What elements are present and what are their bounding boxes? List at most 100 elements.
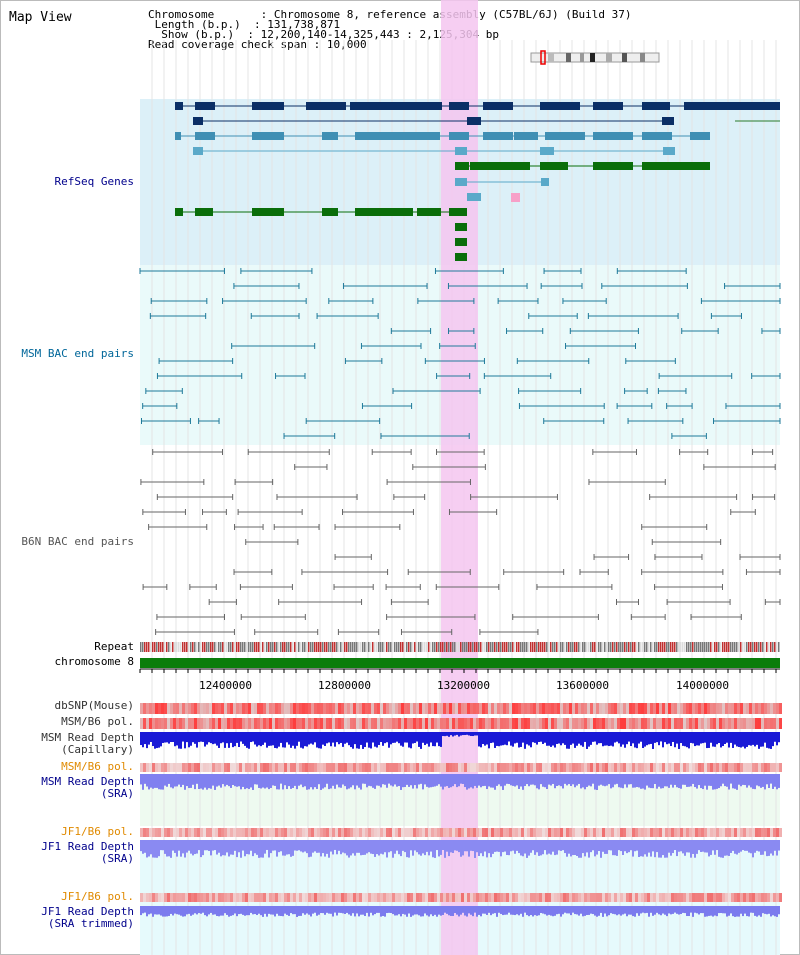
depth-bar	[412, 774, 414, 789]
heat-cell	[347, 718, 350, 729]
heat-cell	[632, 703, 635, 714]
heat-cell	[434, 763, 437, 772]
depth-bar	[674, 906, 676, 913]
heat-cell	[713, 893, 716, 902]
depth-bar	[142, 906, 144, 914]
depth-bar	[772, 906, 774, 916]
depth-bar	[634, 774, 636, 788]
depth-bar	[234, 840, 236, 851]
track-label-msm-bac[interactable]: MSM BAC end pairs	[21, 347, 134, 360]
track-label-jf1-depth-trimmed[interactable]: JF1 Read Depth (SRA trimmed)	[6, 906, 134, 930]
depth-bar	[596, 840, 598, 855]
heat-cell	[422, 718, 425, 729]
depth-bar	[366, 840, 368, 854]
depth-bar	[370, 732, 372, 749]
heat-cell	[434, 718, 437, 729]
depth-bar	[240, 906, 242, 914]
repeat-element	[434, 642, 436, 652]
depth-bar	[610, 840, 612, 851]
heat-cell	[494, 828, 497, 837]
depth-bar	[322, 732, 324, 745]
track-label-repeat[interactable]: Repeat	[94, 640, 134, 653]
track-label-msm-depth-sra[interactable]: MSM Read Depth (SRA)	[6, 776, 134, 800]
depth-bar	[712, 840, 714, 851]
heat-cell	[641, 893, 644, 902]
depth-bar	[744, 774, 746, 786]
repeat-element	[698, 642, 700, 652]
depth-bar	[318, 774, 320, 785]
depth-bar	[160, 840, 162, 851]
chromosome-ideogram[interactable]	[530, 50, 660, 65]
depth-bar	[198, 774, 200, 789]
repeat-element	[296, 642, 298, 652]
track-label-jf1-depth-sra[interactable]: JF1 Read Depth (SRA)	[6, 841, 134, 865]
heat-cell	[779, 763, 782, 772]
heat-cell	[143, 718, 146, 729]
depth-bar	[502, 732, 504, 746]
track-label-b6n-bac[interactable]: B6N BAC end pairs	[21, 535, 134, 548]
track-label-refseq[interactable]: RefSeq Genes	[54, 175, 134, 188]
depth-bar	[752, 840, 754, 858]
depth-bar	[168, 906, 170, 916]
depth-bar	[224, 906, 226, 914]
heat-cell	[749, 763, 752, 772]
depth-bar	[306, 906, 308, 914]
heat-cell	[554, 828, 557, 837]
depth-bar	[472, 906, 474, 917]
depth-bar	[400, 732, 402, 746]
depth-bar	[508, 774, 510, 785]
depth-bar	[640, 906, 642, 914]
heat-cell	[476, 718, 479, 729]
depth-bar	[174, 906, 176, 914]
heat-cell	[635, 763, 638, 772]
heat-cell	[371, 718, 374, 729]
track-label-msm-pol-2[interactable]: MSM/B6 pol.	[61, 760, 134, 773]
repeat-element	[586, 642, 588, 652]
depth-bar	[186, 840, 188, 853]
heat-cell	[386, 763, 389, 772]
repeat-element	[608, 642, 610, 652]
heat-cell	[359, 828, 362, 837]
depth-bar	[470, 732, 472, 736]
depth-bar	[602, 774, 604, 786]
track-label-jf1-pol-1[interactable]: JF1/B6 pol.	[61, 825, 134, 838]
depth-bar	[584, 732, 586, 742]
depth-bar	[490, 906, 492, 916]
depth-bar	[434, 840, 436, 858]
heat-cell	[269, 828, 272, 837]
depth-bar	[256, 732, 258, 747]
depth-bar	[342, 774, 344, 785]
repeat-element	[486, 642, 488, 652]
ideogram-band	[640, 53, 645, 62]
heat-cell	[353, 893, 356, 902]
depth-bar	[286, 906, 288, 915]
depth-bar	[184, 732, 186, 749]
track-label-msm-pol-1[interactable]: MSM/B6 pol.	[61, 715, 134, 728]
track-label-chromosome[interactable]: chromosome 8	[54, 655, 134, 668]
heat-cell	[158, 763, 161, 772]
depth-bar	[688, 774, 690, 787]
depth-bar	[548, 840, 550, 854]
heat-cell	[581, 893, 584, 902]
heat-cell	[302, 828, 305, 837]
depth-bar	[142, 732, 144, 748]
depth-bar	[456, 732, 458, 735]
track-label-dbsnp[interactable]: dbSNP(Mouse)	[54, 699, 134, 712]
heat-cell	[524, 893, 527, 902]
heat-cell	[716, 828, 719, 837]
depth-bar	[250, 732, 252, 743]
heat-cell	[575, 718, 578, 729]
track-label-jf1-pol-2[interactable]: JF1/B6 pol.	[61, 890, 134, 903]
depth-bar	[292, 840, 294, 856]
heat-cell	[524, 703, 527, 714]
heat-cell	[431, 893, 434, 902]
track-label-msm-depth-capillary[interactable]: MSM Read Depth (Capillary)	[6, 732, 134, 756]
depth-bar	[334, 774, 336, 789]
depth-bar	[482, 906, 484, 914]
depth-bar	[676, 906, 678, 914]
heat-cell	[629, 828, 632, 837]
heat-cell	[617, 703, 620, 714]
depth-bar	[370, 774, 372, 787]
depth-bar	[746, 774, 748, 788]
